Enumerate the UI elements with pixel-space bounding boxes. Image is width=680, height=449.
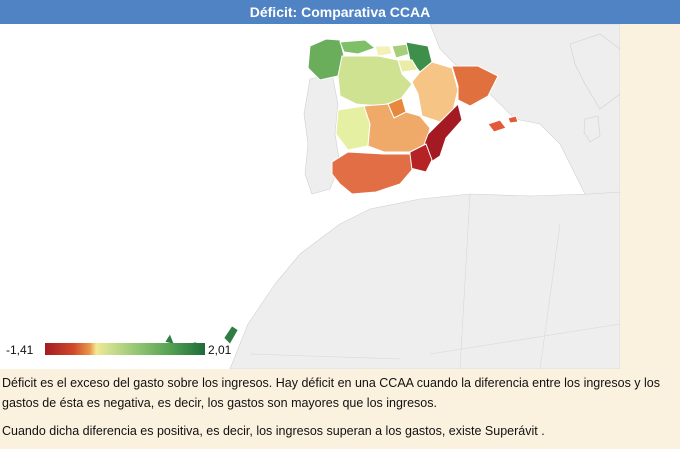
legend-min-label: -1,41 [6, 343, 34, 357]
region-cantabria[interactable] [374, 45, 393, 57]
border-lines [249, 193, 620, 369]
legend-max-label: 2,01 [208, 343, 232, 357]
map-svg [164, 24, 620, 369]
region-comunidad-valenciana[interactable] [421, 103, 463, 165]
region-aragon[interactable] [411, 61, 459, 123]
italy-landmass [569, 33, 620, 110]
region-andalucia[interactable] [331, 151, 413, 195]
region-extremadura[interactable] [335, 105, 371, 151]
legend-color-scale [45, 343, 205, 355]
map-title: Déficit: Comparativa CCAA [249, 4, 431, 20]
map-title-bar: Déficit: Comparativa CCAA [0, 0, 680, 24]
region-baleares[interactable] [487, 115, 519, 133]
region-asturias[interactable] [339, 39, 377, 55]
portugal-landmass [303, 73, 341, 195]
region-cataluna[interactable] [451, 65, 499, 107]
description-paragraph-1: Déficit es el exceso del gasto sobre los… [2, 376, 660, 410]
description-paragraph-2: Cuando dicha diferencia es positiva, es … [2, 424, 545, 438]
description: Déficit es el exceso del gasto sobre los… [2, 373, 678, 449]
north-africa-landmass [229, 191, 620, 369]
choropleth-map[interactable] [0, 24, 620, 369]
sardinia-island [583, 115, 601, 143]
